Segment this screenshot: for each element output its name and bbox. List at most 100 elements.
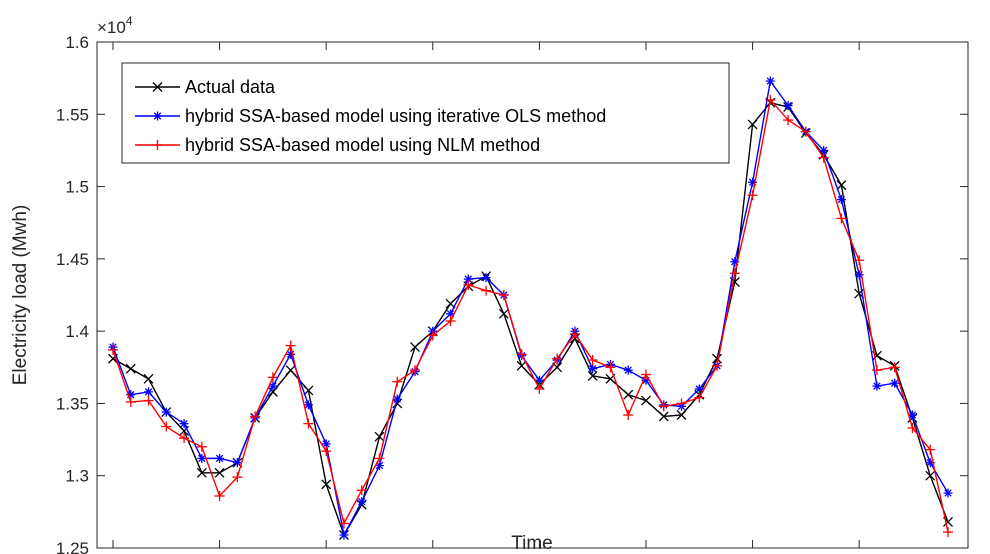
data-point xyxy=(623,365,633,375)
data-point xyxy=(214,467,225,478)
data-point xyxy=(658,411,669,422)
data-point xyxy=(765,76,775,86)
data-point xyxy=(215,453,225,463)
legend-entry-3: hybrid SSA-based model using NLM method xyxy=(135,135,540,155)
data-point xyxy=(836,213,847,224)
data-point xyxy=(676,398,687,409)
data-point xyxy=(641,395,651,406)
data-point xyxy=(125,363,136,374)
legend-marker xyxy=(152,140,163,150)
data-point xyxy=(197,453,207,463)
data-point xyxy=(747,119,758,130)
data-point xyxy=(179,419,189,429)
data-point xyxy=(356,485,367,496)
data-point xyxy=(321,479,332,490)
series-3 xyxy=(108,94,953,538)
legend: Actual data hybrid SSA-based model using … xyxy=(121,62,730,164)
data-point xyxy=(321,446,332,457)
data-point xyxy=(516,349,527,360)
data-point xyxy=(321,439,331,449)
data-point xyxy=(889,362,900,373)
data-point xyxy=(374,453,385,464)
data-point xyxy=(161,407,171,417)
data-point xyxy=(445,316,456,327)
data-point xyxy=(783,115,794,126)
data-point xyxy=(818,152,829,163)
data-point xyxy=(268,381,278,391)
data-point xyxy=(836,195,846,205)
data-point xyxy=(338,518,349,529)
data-point xyxy=(712,353,723,364)
data-point xyxy=(339,530,349,540)
data-point xyxy=(640,369,651,380)
data-point xyxy=(144,387,154,397)
data-point xyxy=(694,384,704,394)
data-point xyxy=(303,385,314,396)
legend-entry-2: hybrid SSA-based model using iterative O… xyxy=(135,106,606,126)
data-point xyxy=(481,285,492,296)
x-axis-label: Time xyxy=(511,533,553,554)
data-point xyxy=(712,360,723,371)
data-point xyxy=(179,425,190,436)
data-point xyxy=(871,365,882,376)
data-point xyxy=(907,410,917,420)
data-point xyxy=(658,401,669,412)
data-point xyxy=(285,365,296,376)
data-point xyxy=(925,444,936,455)
data-point xyxy=(410,365,421,376)
data-point xyxy=(588,364,598,374)
data-point xyxy=(552,353,563,364)
data-point xyxy=(765,94,776,105)
data-point xyxy=(410,342,420,353)
y-tick-label: 1.3 xyxy=(65,467,89,486)
data-point xyxy=(463,279,474,290)
data-point xyxy=(303,418,314,429)
data-point xyxy=(286,349,296,359)
legend-label: Actual data xyxy=(185,77,276,97)
data-point xyxy=(108,344,118,355)
data-point xyxy=(214,490,225,501)
legend-label: hybrid SSA-based model using NLM method xyxy=(185,135,540,155)
series-line-3 xyxy=(112,99,949,533)
tick-labels: 1.251.31.351.41.451.51.551.600.3003.3006… xyxy=(56,33,89,554)
legend-marker xyxy=(153,111,162,121)
data-point xyxy=(623,409,634,420)
data-point xyxy=(179,433,190,444)
data-point xyxy=(232,472,243,483)
legend-entry-1: Actual data xyxy=(135,77,276,97)
data-point xyxy=(267,372,278,383)
data-point xyxy=(374,431,385,442)
y-tick-label: 1.35 xyxy=(56,394,89,413)
data-point xyxy=(747,190,758,201)
data-point xyxy=(872,381,882,391)
data-point xyxy=(569,329,580,340)
data-point xyxy=(729,268,740,279)
data-point xyxy=(534,383,545,394)
y-tick-label: 1.25 xyxy=(56,539,89,554)
series-layer xyxy=(108,76,953,540)
y-tick-label: 1.5 xyxy=(65,178,89,197)
data-point xyxy=(854,255,865,266)
data-point xyxy=(676,410,687,420)
data-point xyxy=(498,308,509,319)
data-point xyxy=(605,362,616,373)
y-axis-label: Electricity load (Mwh) xyxy=(10,205,31,386)
data-point xyxy=(498,290,509,300)
legend-label: hybrid SSA-based model using iterative O… xyxy=(185,106,606,126)
data-point xyxy=(357,497,367,507)
data-point xyxy=(516,360,527,371)
data-point xyxy=(143,395,154,406)
y-tick-label: 1.55 xyxy=(56,105,89,124)
data-point xyxy=(943,527,953,538)
data-point xyxy=(392,394,402,404)
y-exponent-power: 4 xyxy=(126,14,133,28)
data-point xyxy=(285,340,296,351)
data-point xyxy=(587,355,598,366)
y-exponent-base: ×104 xyxy=(97,14,133,37)
data-point xyxy=(196,441,207,452)
data-point xyxy=(694,392,705,403)
data-point xyxy=(890,378,900,388)
data-point xyxy=(836,180,847,191)
data-point xyxy=(943,488,953,498)
